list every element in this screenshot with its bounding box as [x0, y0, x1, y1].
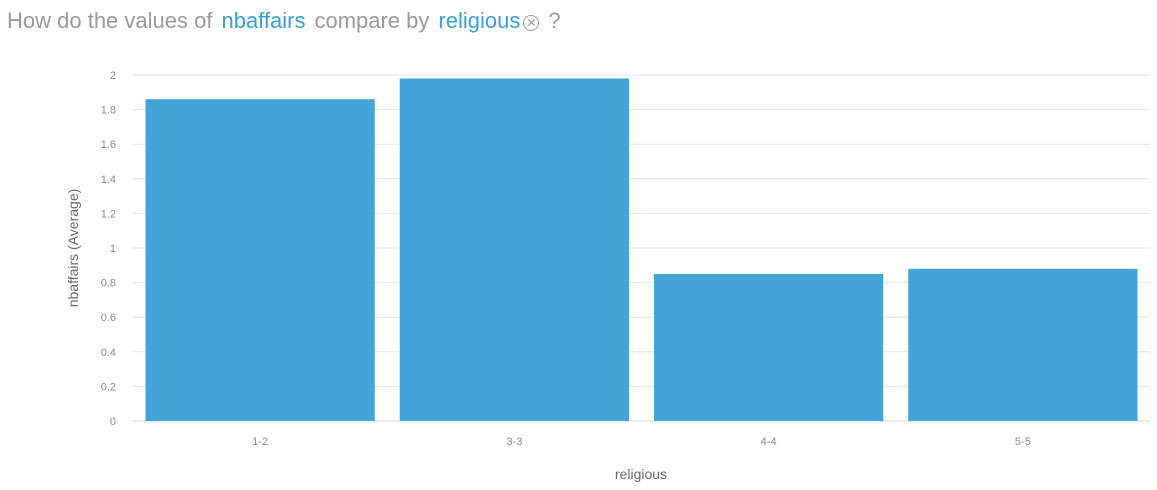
x-tick-label: 4-4: [761, 436, 777, 448]
y-tick-label: 1: [110, 243, 116, 255]
x-axis-ticks: 1-2 3-3 4-4 5-5: [252, 436, 1031, 448]
bar-5-5[interactable]: [908, 268, 1138, 421]
bar-3-3[interactable]: [399, 78, 629, 422]
x-tick-label: 3-3: [506, 436, 522, 448]
y-tick-label: 1.2: [101, 208, 116, 220]
bar-4-4[interactable]: [654, 273, 884, 421]
y-tick-label: 1.6: [101, 139, 116, 151]
y-tick-label: 0.4: [101, 347, 116, 359]
question-middle: compare by: [314, 8, 430, 33]
y-tick-label: 2: [110, 70, 116, 82]
y-axis-ticks: 0 0.2 0.4 0.6 0.8 1 1.2 1.4 1.6 1.8 2: [101, 70, 116, 428]
y-tick-label: 0.6: [101, 312, 116, 324]
question-prefix: How do the values of: [7, 8, 213, 33]
x-tick-label: 1-2: [252, 436, 268, 448]
x-axis-title: religious: [615, 466, 667, 482]
dimension-field-link[interactable]: religious: [438, 8, 521, 33]
close-circle-icon[interactable]: ✕: [523, 15, 540, 31]
question-suffix: ?: [548, 8, 561, 33]
question-bar: How do the values of nbaffairs compare b…: [7, 6, 561, 36]
y-tick-label: 1.8: [101, 105, 116, 117]
y-axis-title: nbaffairs (Average): [65, 189, 81, 308]
y-tick-label: 0: [110, 416, 116, 428]
measure-field-link[interactable]: nbaffairs: [221, 8, 306, 33]
x-tick-label: 5-5: [1015, 436, 1031, 448]
y-tick-label: 0.8: [101, 278, 116, 290]
y-tick-label: 1.4: [101, 174, 116, 186]
bars: [145, 78, 1138, 422]
bar-1-2[interactable]: [145, 99, 375, 421]
y-tick-label: 0.2: [101, 381, 116, 393]
